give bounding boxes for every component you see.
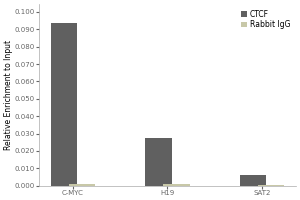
Bar: [69, 184, 95, 186]
Y-axis label: Relative Enrichment to Input: Relative Enrichment to Input: [4, 40, 13, 150]
Bar: [163, 184, 190, 186]
Bar: [240, 175, 266, 186]
Legend: CTCF, Rabbit IgG: CTCF, Rabbit IgG: [239, 8, 292, 31]
Bar: [258, 185, 284, 186]
Bar: [145, 138, 172, 186]
Bar: [51, 23, 77, 186]
